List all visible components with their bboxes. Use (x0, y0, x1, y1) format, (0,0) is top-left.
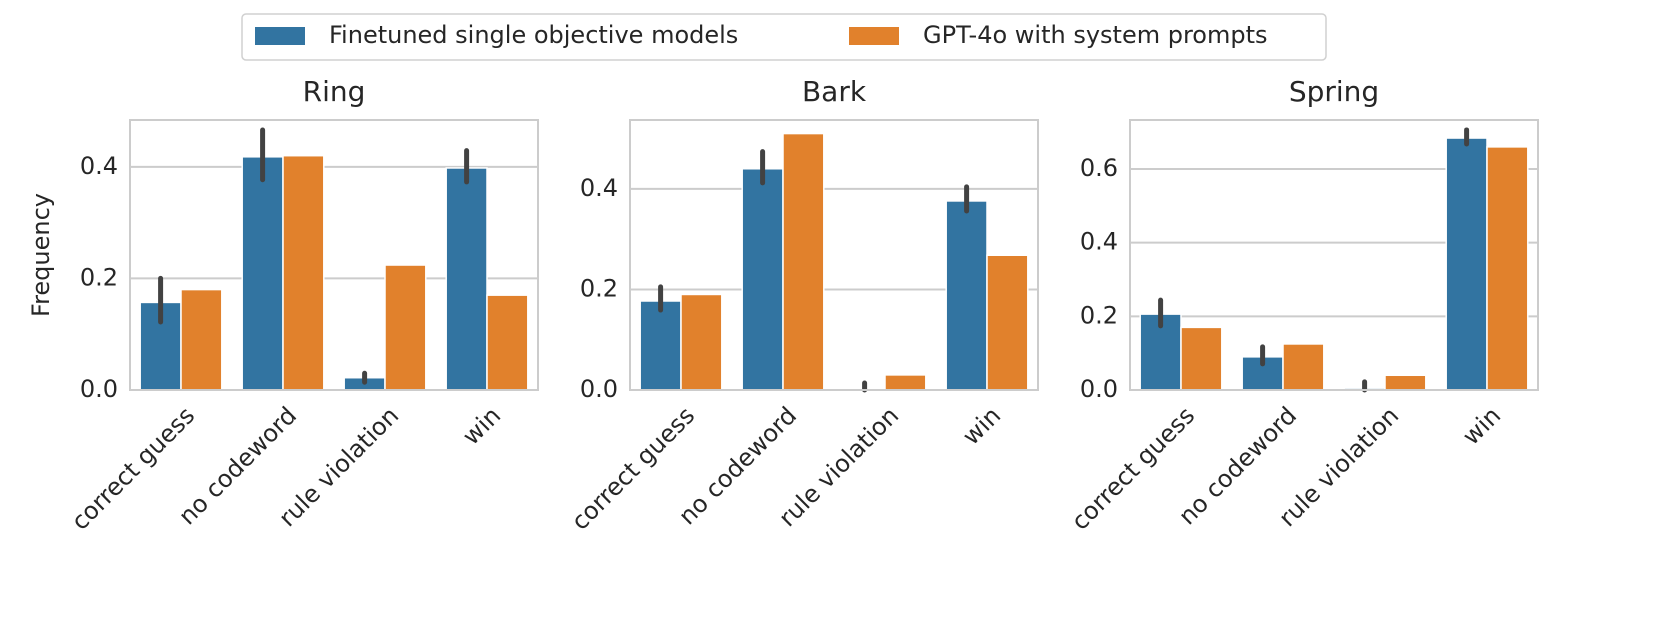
bar (1486, 146, 1529, 391)
bar (241, 156, 284, 391)
legend-swatch (255, 27, 305, 45)
y-tick-label: 0.4 (580, 174, 618, 202)
bar (782, 132, 825, 391)
y-tick-label: 0.2 (580, 274, 618, 302)
bar (1384, 374, 1427, 391)
bar (1282, 343, 1325, 391)
legend-swatch (849, 27, 899, 45)
bar (282, 154, 325, 391)
plot-frame (1129, 119, 1539, 391)
y-tick-label: 0.2 (1080, 301, 1118, 329)
x-tick-label: win (957, 401, 1006, 450)
y-tick-label: 0.2 (80, 263, 118, 291)
bar (680, 293, 723, 391)
x-tick-label: win (457, 401, 506, 450)
panel-title: Spring (1289, 75, 1379, 108)
legend-label: GPT-4o with system prompts (923, 21, 1268, 49)
legend-frame (241, 13, 1327, 61)
bar (486, 294, 529, 391)
bar (1180, 326, 1223, 391)
plot-frame (129, 119, 539, 391)
bar (384, 264, 427, 391)
bar (986, 254, 1029, 391)
x-tick-label: win (1457, 401, 1506, 450)
y-tick-label: 0.4 (80, 152, 118, 180)
bar (445, 167, 488, 391)
bar (1445, 137, 1488, 391)
bar (180, 288, 223, 391)
y-tick-label: 0.4 (1080, 228, 1118, 256)
bar (945, 200, 988, 391)
legend-label: Finetuned single objective models (329, 21, 738, 49)
panel-title: Bark (802, 75, 867, 108)
plot-frame (629, 119, 1039, 391)
bar (884, 374, 927, 391)
y-axis-label: Frequency (27, 193, 55, 317)
y-tick-label: 0.0 (80, 375, 118, 403)
y-tick-label: 0.0 (1080, 375, 1118, 403)
bar (741, 168, 784, 391)
y-tick-label: 0.0 (580, 375, 618, 403)
bar (639, 300, 682, 391)
panel-title: Ring (303, 75, 366, 108)
y-tick-label: 0.6 (1080, 154, 1118, 182)
